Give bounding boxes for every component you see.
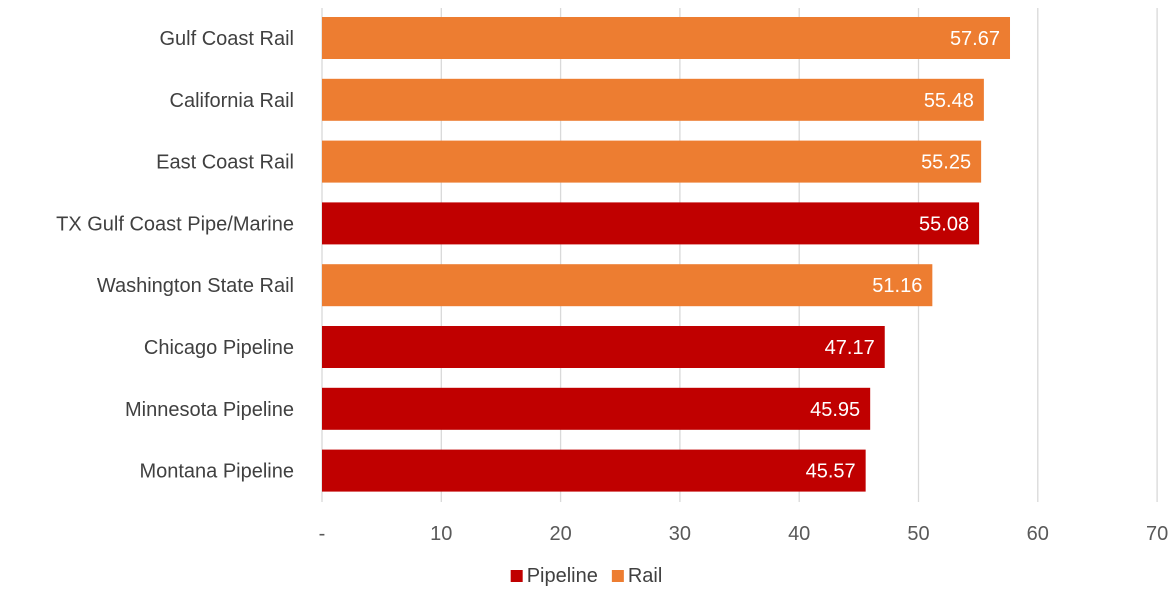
category-label: Chicago Pipeline xyxy=(144,337,294,359)
legend: Pipeline Rail xyxy=(510,565,662,587)
data-label: 57.67 xyxy=(950,28,1000,50)
x-axis-tick-labels: - 10 20 30 40 50 60 70 xyxy=(319,523,1169,545)
bar xyxy=(322,449,866,492)
data-label: 51.16 xyxy=(872,275,922,297)
bars: 57.67 55.48 55.25 55.08 51.16 47.17 45.95 45.57 xyxy=(322,17,1011,492)
legend-swatch xyxy=(510,570,523,582)
bar xyxy=(322,140,982,183)
x-tick-label: 70 xyxy=(1146,523,1168,545)
category-label: TX Gulf Coast Pipe/Marine xyxy=(56,213,294,235)
legend-label: Rail xyxy=(628,565,662,587)
data-label: 55.08 xyxy=(919,213,969,235)
data-label: 55.25 xyxy=(921,152,971,174)
category-label: East Coast Rail xyxy=(156,152,294,174)
x-tick-label: 20 xyxy=(549,523,571,545)
bar xyxy=(322,264,933,307)
bar xyxy=(322,387,871,430)
bar xyxy=(322,326,885,368)
x-tick-label: 40 xyxy=(788,523,810,545)
category-label: Minnesota Pipeline xyxy=(125,399,294,421)
bar xyxy=(322,202,980,245)
category-label: Montana Pipeline xyxy=(139,461,294,483)
category-labels: Gulf Coast Rail California Rail East Coast… xyxy=(56,28,294,483)
x-tick-label: - xyxy=(319,523,326,545)
x-tick-label: 50 xyxy=(907,523,929,545)
x-tick-label: 10 xyxy=(430,523,452,545)
data-label: 45.95 xyxy=(810,399,860,421)
data-label: 45.57 xyxy=(806,461,856,483)
bar xyxy=(322,78,984,121)
legend-label: Pipeline xyxy=(527,565,598,587)
bar xyxy=(322,17,1011,59)
x-tick-label: 30 xyxy=(669,523,691,545)
data-label: 55.48 xyxy=(924,90,974,112)
legend-item: Pipeline xyxy=(510,565,598,587)
x-tick-label: 60 xyxy=(1027,523,1049,545)
legend-swatch xyxy=(611,570,624,582)
legend-item: Rail xyxy=(611,565,662,587)
category-label: Gulf Coast Rail xyxy=(160,28,295,50)
category-label: Washington State Rail xyxy=(97,275,294,297)
data-label: 47.17 xyxy=(825,337,875,359)
category-label: California Rail xyxy=(170,90,295,112)
